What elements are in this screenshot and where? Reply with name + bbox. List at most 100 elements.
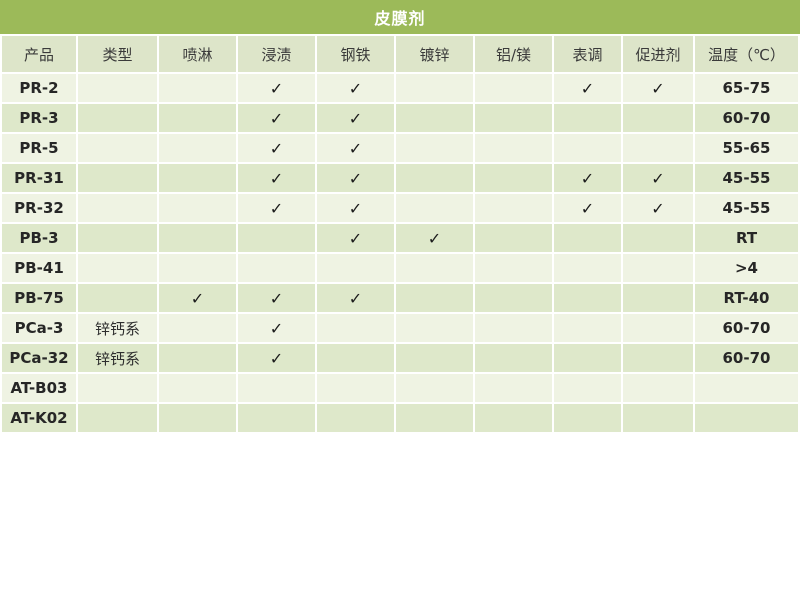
type-cell xyxy=(78,104,157,132)
check-cell-immersion xyxy=(238,254,315,282)
table-row-pr-3: PR-3 ✓ ✓ 60-70 xyxy=(2,104,798,132)
check-cell-galvanized xyxy=(396,314,473,342)
temperature-cell xyxy=(695,374,798,402)
check-cell-galvanized xyxy=(396,374,473,402)
col-header-product: 产品 xyxy=(2,36,76,72)
temperature-cell: 55-65 xyxy=(695,134,798,162)
coating-agent-table: 产品 类型 喷淋 浸渍 钢铁 镀锌 铝/镁 表调 促进剂 温度（℃） PR-2 ✓ ✓ ✓ ✓ 65-75 P… xyxy=(0,34,800,434)
check-cell-galvanized xyxy=(396,404,473,432)
col-header-surface-conditioning: 表调 xyxy=(554,36,621,72)
check-cell-surface-conditioning: ✓ xyxy=(554,74,621,102)
check-cell-accelerator xyxy=(623,314,693,342)
check-cell-accelerator: ✓ xyxy=(623,74,693,102)
check-cell-immersion xyxy=(238,374,315,402)
check-cell-spray: ✓ xyxy=(159,284,236,312)
table-row-pb-75: PB-75 ✓ ✓ ✓ RT-40 xyxy=(2,284,798,312)
check-cell-steel xyxy=(317,314,394,342)
product-cell: PB-41 xyxy=(2,254,76,282)
product-cell: PR-32 xyxy=(2,194,76,222)
product-cell: PR-31 xyxy=(2,164,76,192)
temperature-cell: 45-55 xyxy=(695,194,798,222)
check-cell-galvanized: ✓ xyxy=(396,224,473,252)
check-cell-steel: ✓ xyxy=(317,104,394,132)
check-cell-surface-conditioning xyxy=(554,254,621,282)
check-cell-steel xyxy=(317,374,394,402)
check-cell-spray xyxy=(159,344,236,372)
check-cell-surface-conditioning xyxy=(554,344,621,372)
type-cell xyxy=(78,194,157,222)
check-cell-steel: ✓ xyxy=(317,134,394,162)
table-row-pr-32: PR-32 ✓ ✓ ✓ ✓ 45-55 xyxy=(2,194,798,222)
temperature-cell: RT-40 xyxy=(695,284,798,312)
check-cell-accelerator xyxy=(623,374,693,402)
type-cell: 锌钙系 xyxy=(78,314,157,342)
check-cell-aluminum-magnesium xyxy=(475,74,552,102)
temperature-cell: 60-70 xyxy=(695,344,798,372)
check-cell-spray xyxy=(159,314,236,342)
check-cell-immersion: ✓ xyxy=(238,104,315,132)
check-cell-aluminum-magnesium xyxy=(475,224,552,252)
product-cell: AT-K02 xyxy=(2,404,76,432)
check-cell-surface-conditioning xyxy=(554,224,621,252)
type-cell xyxy=(78,284,157,312)
check-cell-aluminum-magnesium xyxy=(475,104,552,132)
type-cell xyxy=(78,224,157,252)
product-cell: PR-5 xyxy=(2,134,76,162)
product-cell: PCa-32 xyxy=(2,344,76,372)
col-header-galvanized: 镀锌 xyxy=(396,36,473,72)
table-row-pr-5: PR-5 ✓ ✓ 55-65 xyxy=(2,134,798,162)
col-header-type: 类型 xyxy=(78,36,157,72)
product-cell: PR-3 xyxy=(2,104,76,132)
type-cell xyxy=(78,164,157,192)
check-cell-surface-conditioning xyxy=(554,284,621,312)
check-cell-steel xyxy=(317,344,394,372)
col-header-temperature: 温度（℃） xyxy=(695,36,798,72)
check-cell-immersion: ✓ xyxy=(238,344,315,372)
table-row-pb-3: PB-3 ✓ ✓ RT xyxy=(2,224,798,252)
check-cell-immersion: ✓ xyxy=(238,194,315,222)
check-cell-accelerator xyxy=(623,254,693,282)
product-cell: PB-75 xyxy=(2,284,76,312)
col-header-aluminum-magnesium: 铝/镁 xyxy=(475,36,552,72)
check-cell-spray xyxy=(159,374,236,402)
check-cell-surface-conditioning: ✓ xyxy=(554,194,621,222)
temperature-cell xyxy=(695,404,798,432)
check-cell-immersion: ✓ xyxy=(238,74,315,102)
check-cell-aluminum-magnesium xyxy=(475,404,552,432)
product-cell: PB-3 xyxy=(2,224,76,252)
table-title-bar: 皮膜剂 xyxy=(0,0,800,34)
check-cell-immersion: ✓ xyxy=(238,164,315,192)
check-cell-immersion xyxy=(238,404,315,432)
col-header-spray: 喷淋 xyxy=(159,36,236,72)
check-cell-surface-conditioning xyxy=(554,134,621,162)
col-header-immersion: 浸渍 xyxy=(238,36,315,72)
check-cell-galvanized xyxy=(396,254,473,282)
table-header-row: 产品 类型 喷淋 浸渍 钢铁 镀锌 铝/镁 表调 促进剂 温度（℃） xyxy=(2,36,798,72)
temperature-cell: >4 xyxy=(695,254,798,282)
check-cell-aluminum-magnesium xyxy=(475,194,552,222)
temperature-cell: 45-55 xyxy=(695,164,798,192)
check-cell-aluminum-magnesium xyxy=(475,314,552,342)
check-cell-accelerator xyxy=(623,134,693,162)
check-cell-immersion xyxy=(238,224,315,252)
product-cell: AT-B03 xyxy=(2,374,76,402)
check-cell-aluminum-magnesium xyxy=(475,344,552,372)
check-cell-accelerator xyxy=(623,344,693,372)
check-cell-accelerator xyxy=(623,404,693,432)
check-cell-spray xyxy=(159,194,236,222)
check-cell-spray xyxy=(159,224,236,252)
check-cell-surface-conditioning xyxy=(554,404,621,432)
type-cell: 锌钙系 xyxy=(78,344,157,372)
check-cell-galvanized xyxy=(396,194,473,222)
check-cell-accelerator: ✓ xyxy=(623,194,693,222)
check-cell-spray xyxy=(159,254,236,282)
check-cell-accelerator: ✓ xyxy=(623,164,693,192)
temperature-cell: 65-75 xyxy=(695,74,798,102)
type-cell xyxy=(78,134,157,162)
check-cell-steel: ✓ xyxy=(317,194,394,222)
check-cell-galvanized xyxy=(396,104,473,132)
check-cell-immersion: ✓ xyxy=(238,134,315,162)
type-cell xyxy=(78,404,157,432)
table-row-at-b03: AT-B03 xyxy=(2,374,798,402)
